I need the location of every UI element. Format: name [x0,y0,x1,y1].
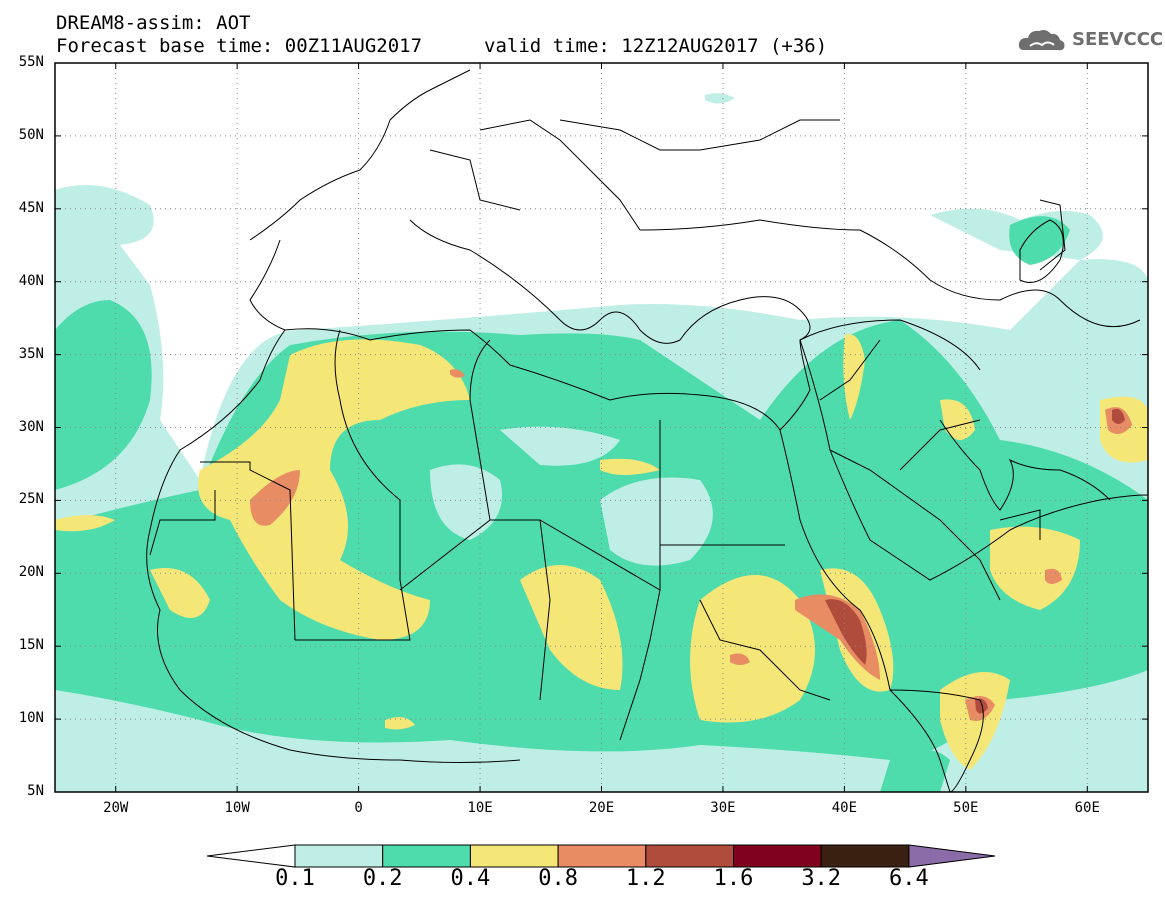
cloud-icon [1018,30,1065,51]
colorbar-label: 0.8 [538,866,578,891]
lon-label: 10W [224,800,250,816]
lat-label: 5N [27,783,44,799]
lat-label: 25N [18,491,44,508]
aot-band-yellow [198,339,470,640]
axis-ticks [55,62,1148,793]
lon-label: 20W [103,800,129,816]
forecast-base-time: Forecast base time: 00Z11AUG2017 [56,35,423,57]
colorbar-label: 0.4 [450,866,491,891]
lon-label: 60E [1074,800,1100,816]
colorbar-label: 1.6 [713,866,754,891]
lat-label: 15N [18,637,44,654]
lat-label: 50N [18,126,44,143]
aot-band-darkred [825,599,867,665]
colorbar-cell [820,844,910,868]
colorbar-label: 1.2 [625,866,666,891]
colorbar-cell [733,844,822,868]
coastlines [146,69,1148,792]
colorbar-high-triangle [908,844,996,868]
lat-label: 45N [18,199,44,216]
colorbar-label: 0.2 [362,866,403,891]
logo-text: SEEVCCC [1072,29,1164,50]
country-borders [149,119,1066,741]
aot-band-green [55,300,152,490]
colorbar-cell [645,844,734,868]
lon-label: 20E [588,800,615,816]
lat-label: 30N [18,418,44,435]
lat-label: 55N [18,54,44,70]
lat-label: 40N [18,272,44,289]
lat-label: 10N [18,710,44,727]
colorbar-cell [469,844,559,868]
colorbar-label: 6.4 [889,866,929,891]
colorbar-low-triangle [206,844,296,868]
valid-time: valid time: 12Z12AUG2017 (+36) [484,35,828,57]
lat-label: 35N [18,345,44,362]
aot-band-orange [250,470,300,526]
lon-label: 50E [953,800,979,816]
colorbar-cell [294,844,384,868]
colorbar-cell [382,844,471,868]
lat-label: 20N [18,564,44,581]
lon-label: 0 [354,800,363,816]
map-title: DREAM8-assim: AOT [56,12,251,34]
colorbar-label: 3.2 [801,866,842,891]
colorbar-cell [557,844,647,868]
lon-label: 10E [467,800,493,816]
lon-label: 40E [831,800,858,816]
colorbar-label: 0.1 [275,866,315,891]
lon-label: 30E [710,800,736,816]
